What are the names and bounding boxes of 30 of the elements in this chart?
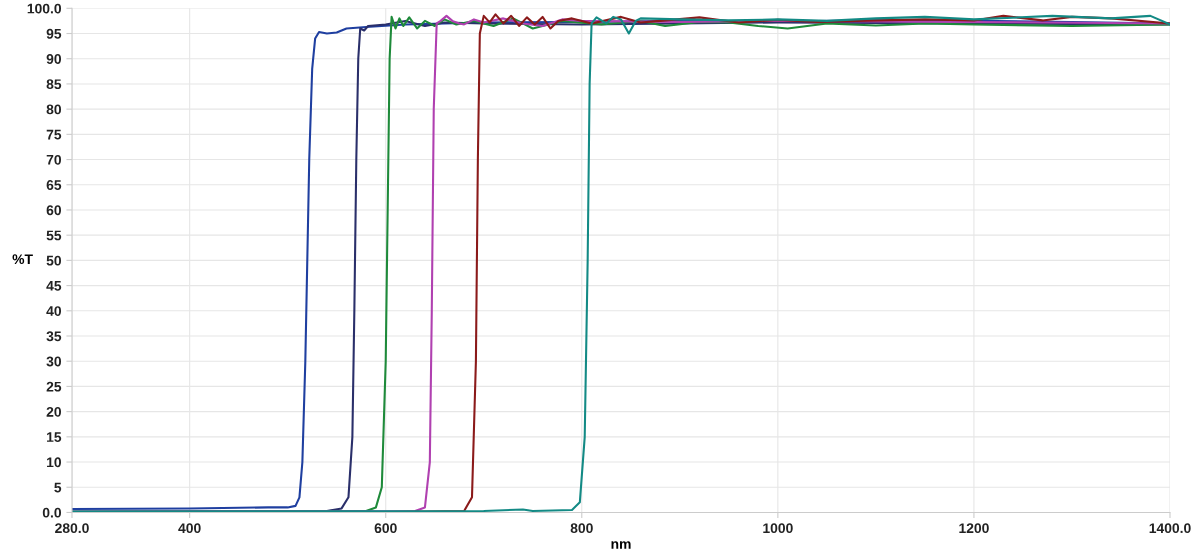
y-tick-label: 35 (46, 331, 62, 342)
x-tick-label: 400 (178, 523, 201, 534)
x-tick-label: 1000 (763, 523, 793, 534)
y-tick-label: 95 (46, 28, 62, 39)
y-tick-label: 80 (46, 104, 62, 115)
y-tick-label: 5 (54, 482, 62, 493)
y-tick-label: 15 (47, 432, 62, 442)
y-tick-label: 75 (46, 129, 62, 140)
y-tick-label: 65 (46, 180, 62, 190)
y-axis-title: %T (12, 254, 33, 265)
x-tick-label: 1400.0 (1149, 523, 1191, 534)
x-tick-label: 800 (570, 523, 593, 534)
y-tick-label: 50 (46, 255, 62, 266)
y-tick-label: 10 (47, 457, 62, 468)
y-tick-label: 30 (46, 356, 62, 367)
y-tick-label: 55 (46, 230, 62, 241)
y-tick-label: 60 (46, 205, 62, 216)
x-axis-title: nm (611, 541, 631, 549)
y-tick-label: 25 (46, 381, 62, 392)
y-tick-label: 90 (46, 54, 62, 64)
y-tick-label: 0.0 (42, 507, 62, 518)
y-tick-label: 85 (46, 79, 62, 90)
y-tick-label: 70 (46, 154, 62, 165)
y-tick-label: 20 (46, 406, 62, 417)
y-tick-label: 40 (46, 306, 62, 316)
y-tick-label: 45 (46, 281, 62, 291)
y-tick-label: 100.0 (27, 3, 62, 14)
x-tick-label: 600 (374, 523, 397, 534)
x-tick-label: 280.0 (55, 523, 89, 534)
x-tick-label: 1200 (959, 523, 989, 534)
